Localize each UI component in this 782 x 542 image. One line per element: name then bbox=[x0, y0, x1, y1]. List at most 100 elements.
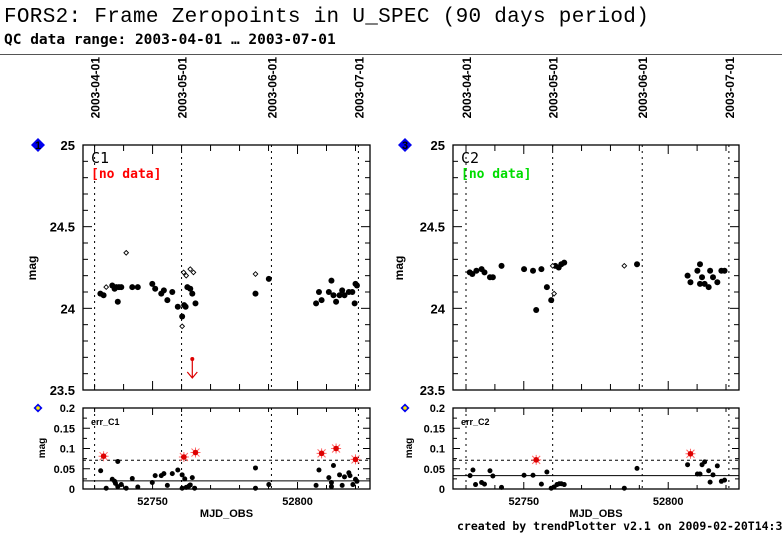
date-label: 2003-04-01 bbox=[89, 57, 103, 119]
data-point bbox=[333, 298, 340, 305]
y-tick-label: 24 bbox=[431, 301, 446, 316]
err-point bbox=[350, 482, 356, 488]
err-point bbox=[347, 473, 353, 479]
err-point bbox=[316, 467, 322, 473]
data-point bbox=[336, 292, 343, 299]
y-tick-label: 0.2 bbox=[60, 403, 75, 415]
data-point bbox=[129, 284, 136, 291]
err-point bbox=[714, 463, 720, 469]
err-point bbox=[192, 485, 198, 491]
err-point bbox=[328, 484, 334, 490]
err-outlier-point bbox=[352, 456, 359, 463]
panel-badge-icon bbox=[398, 138, 412, 152]
err-outlier-point bbox=[192, 449, 199, 456]
y-tick-label: 23.5 bbox=[50, 383, 75, 398]
data-point bbox=[187, 285, 194, 292]
err-badge-icon-dot bbox=[36, 406, 40, 410]
err-point bbox=[339, 482, 345, 488]
data-point bbox=[694, 267, 701, 274]
open-data-point bbox=[551, 290, 558, 297]
data-point bbox=[169, 289, 176, 295]
err-point bbox=[470, 467, 476, 473]
err-badge-icon-dot bbox=[403, 406, 407, 410]
err-point bbox=[135, 484, 141, 490]
data-point bbox=[152, 285, 159, 292]
err-point bbox=[354, 478, 360, 484]
main-plot-frame bbox=[82, 144, 371, 391]
date-label: 2003-04-01 bbox=[460, 57, 474, 119]
err-point bbox=[328, 480, 334, 486]
panel-badge-icon-label: 1 bbox=[35, 140, 41, 152]
err-point bbox=[252, 485, 258, 491]
err-point bbox=[129, 475, 135, 481]
err-point bbox=[481, 481, 487, 487]
err-point bbox=[621, 485, 627, 491]
data-point bbox=[530, 267, 537, 274]
data-point bbox=[328, 277, 335, 284]
err-point bbox=[706, 468, 712, 474]
date-label: 2003-07-01 bbox=[723, 57, 737, 119]
data-point bbox=[100, 292, 107, 299]
err-point bbox=[467, 473, 473, 479]
data-point bbox=[701, 280, 708, 287]
channel-label: C1 bbox=[91, 149, 109, 167]
y-tick-label: 0.1 bbox=[60, 444, 75, 456]
y-axis-label: mag bbox=[25, 256, 39, 281]
data-point bbox=[543, 284, 550, 291]
err-point bbox=[561, 482, 567, 488]
err-point bbox=[118, 482, 124, 488]
open-data-point bbox=[123, 249, 130, 256]
err-plot-frame bbox=[452, 407, 740, 490]
data-point bbox=[192, 300, 199, 307]
err-point bbox=[685, 462, 691, 468]
err-point bbox=[179, 472, 185, 478]
err-point bbox=[175, 467, 181, 473]
err-point bbox=[499, 484, 505, 490]
data-point bbox=[134, 284, 141, 291]
open-data-point bbox=[621, 262, 628, 269]
data-point bbox=[561, 259, 568, 266]
data-point bbox=[179, 313, 186, 320]
data-point bbox=[160, 287, 167, 294]
data-point bbox=[489, 274, 496, 281]
y-tick-label: 0.2 bbox=[430, 403, 445, 415]
data-point bbox=[252, 290, 259, 297]
data-point bbox=[699, 274, 706, 281]
err-point bbox=[169, 471, 175, 477]
data-point bbox=[182, 303, 189, 310]
y-axis-label: mag bbox=[37, 438, 48, 459]
data-point bbox=[687, 279, 694, 286]
y-tick-label: 0.1 bbox=[430, 444, 445, 456]
err-point bbox=[487, 468, 493, 474]
y-tick-label: 24 bbox=[61, 301, 76, 316]
y-tick-label: 0.05 bbox=[424, 464, 445, 476]
err-point bbox=[182, 476, 188, 482]
x-tick-label: 52800 bbox=[653, 496, 684, 508]
err-point bbox=[707, 479, 713, 485]
err-point bbox=[634, 465, 640, 471]
open-data-point bbox=[179, 323, 186, 330]
err-point bbox=[187, 482, 193, 488]
open-data-point bbox=[183, 272, 190, 279]
x-axis-label: MJD_OBS bbox=[200, 508, 253, 520]
err-point bbox=[313, 482, 319, 488]
err-point bbox=[490, 473, 496, 479]
data-point bbox=[351, 300, 358, 307]
err-point bbox=[330, 463, 336, 469]
err-point bbox=[538, 481, 544, 487]
open-data-point bbox=[549, 262, 556, 269]
data-point bbox=[538, 266, 545, 273]
y-axis-label: mag bbox=[404, 438, 415, 459]
err-point bbox=[544, 469, 550, 475]
err-point bbox=[473, 482, 479, 488]
err-point bbox=[103, 485, 109, 491]
err-point bbox=[149, 480, 155, 486]
y-tick-label: 25 bbox=[431, 138, 445, 153]
data-point bbox=[349, 289, 356, 295]
data-point bbox=[705, 284, 712, 291]
x-tick-label: 52750 bbox=[137, 496, 168, 508]
x-axis-label: MJD_OBS bbox=[569, 508, 622, 520]
y-tick-label: 23.5 bbox=[420, 383, 445, 398]
footer-credit: created by trendPlotter v2.1 on 2009-02-… bbox=[457, 519, 782, 533]
